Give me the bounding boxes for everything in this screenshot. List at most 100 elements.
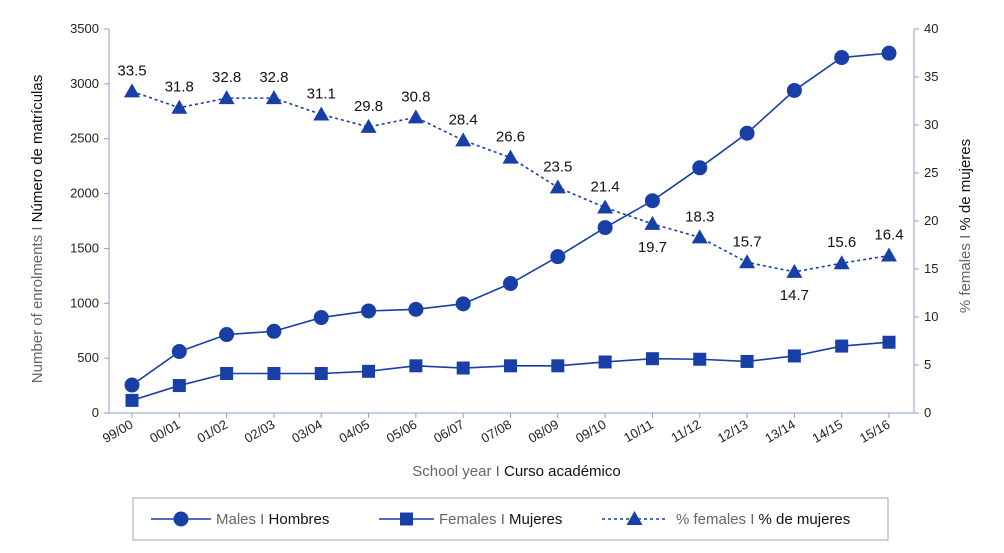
right-tick-label: 15 [924, 261, 938, 276]
data-point-females [265, 90, 282, 105]
axis-title-separator: I [491, 463, 504, 480]
legend-label-es: Mujeres [509, 511, 562, 528]
y-axis-left-title: Number of enrolments I Número de matrícu… [29, 75, 46, 383]
axis-title-separator: I [957, 231, 974, 244]
right-tick-label: 30 [924, 117, 938, 132]
data-point-females [456, 361, 470, 375]
data-point-males [550, 249, 566, 265]
data-point-females [786, 263, 803, 278]
data-point-females [881, 247, 897, 262]
data-label: 23.5 [543, 158, 572, 175]
data-label: 16.4 [874, 227, 903, 244]
legend-label-en: % females [676, 511, 746, 528]
left-tick-label: 2500 [70, 131, 99, 146]
data-point-females [693, 352, 707, 366]
left-tick-label: 2000 [70, 186, 99, 201]
right-tick-label: 5 [924, 357, 931, 372]
x-tick-label: 99/00 [100, 417, 136, 446]
data-point-males [503, 276, 518, 292]
data-label: 15.6 [827, 234, 856, 251]
data-point-females [691, 229, 708, 244]
legend-label-separator: I [746, 511, 759, 528]
data-label: 28.4 [449, 111, 478, 128]
data-point-males [786, 82, 802, 98]
data-point-females [644, 215, 661, 230]
right-tick-label: 20 [924, 213, 938, 228]
right-tick-label: 40 [924, 21, 938, 36]
legend-label: % females I % de mujeres [676, 511, 850, 528]
series-line-females [131, 90, 890, 273]
legend-label-es: % de mujeres [759, 511, 851, 528]
data-label: 29.8 [354, 98, 383, 115]
axis-title-en: % females [957, 243, 974, 313]
data-point-females [362, 364, 376, 378]
data-label: 32.8 [212, 69, 241, 86]
data-point-females [882, 335, 896, 349]
data-point-females [787, 349, 801, 363]
legend-marker [173, 511, 189, 527]
data-point-females [218, 90, 235, 105]
data-point-males [834, 50, 850, 66]
data-point-males [597, 220, 613, 236]
x-tick-label: 11/12 [668, 417, 703, 446]
data-point-males [266, 323, 282, 339]
data-label: 31.1 [307, 85, 336, 102]
x-tick-label: 14/15 [810, 417, 846, 446]
data-point-females [502, 149, 519, 164]
legend-marker [400, 512, 413, 526]
data-label: 30.8 [401, 88, 430, 105]
left-tick-label: 1500 [70, 240, 99, 255]
x-tick-label: 12/13 [715, 417, 751, 446]
data-point-males [881, 45, 897, 61]
legend-label-separator: I [256, 511, 269, 528]
x-tick-label: 09/10 [573, 417, 609, 446]
x-tick-label: 10/11 [621, 417, 656, 446]
data-label: 32.8 [259, 69, 288, 86]
data-label: 26.6 [496, 129, 525, 146]
data-point-females [124, 83, 140, 98]
x-tick-label: 04/05 [336, 417, 372, 446]
x-tick-label: 03/04 [289, 417, 325, 446]
right-tick-label: 35 [924, 69, 938, 84]
data-point-females [171, 99, 188, 114]
legend-label-en: Males [216, 511, 256, 528]
legend-label-es: Hombres [269, 511, 330, 528]
axis-title-en: Number of enrolments [29, 235, 46, 383]
x-tick-label: 00/01 [147, 417, 183, 446]
data-label: 33.5 [117, 62, 146, 79]
left-tick-label: 3000 [70, 76, 99, 91]
left-tick-label: 0 [92, 405, 99, 420]
data-point-males [455, 296, 471, 312]
data-point-males [739, 125, 755, 141]
x-tick-label: 02/03 [242, 417, 278, 446]
data-point-females [313, 106, 330, 121]
data-point-males [692, 160, 708, 176]
axis-title-es: Curso académico [504, 463, 621, 480]
data-label: 14.7 [780, 287, 809, 304]
data-point-females [835, 339, 849, 353]
legend-label-en: Females [439, 511, 497, 528]
data-point-males [171, 344, 187, 360]
x-tick-label: 07/08 [478, 417, 514, 446]
data-point-males [313, 310, 329, 326]
data-point-females [407, 109, 424, 124]
data-label: 18.3 [685, 208, 714, 225]
data-point-females [740, 354, 754, 368]
data-label: 15.7 [732, 233, 761, 250]
right-tick-label: 0 [924, 405, 931, 420]
x-axis-title: School year I Curso académico [412, 463, 620, 480]
right-tick-label: 10 [924, 309, 938, 324]
y-axis-right-title: % females I % de mujeres [957, 139, 974, 313]
x-tick-label: 06/07 [431, 417, 467, 446]
data-point-males [408, 301, 424, 317]
x-tick-label: 13/14 [762, 417, 798, 446]
data-label: 19.7 [638, 239, 667, 256]
legend-marker [626, 511, 643, 525]
data-point-females [739, 254, 756, 269]
x-tick-label: 15/16 [857, 417, 893, 446]
data-point-females [598, 355, 612, 369]
legend-label: Males I Hombres [216, 511, 329, 528]
axis-title-separator: I [29, 222, 46, 235]
axis-title-es: Número de matrículas [29, 75, 46, 223]
data-label: 21.4 [591, 179, 620, 196]
